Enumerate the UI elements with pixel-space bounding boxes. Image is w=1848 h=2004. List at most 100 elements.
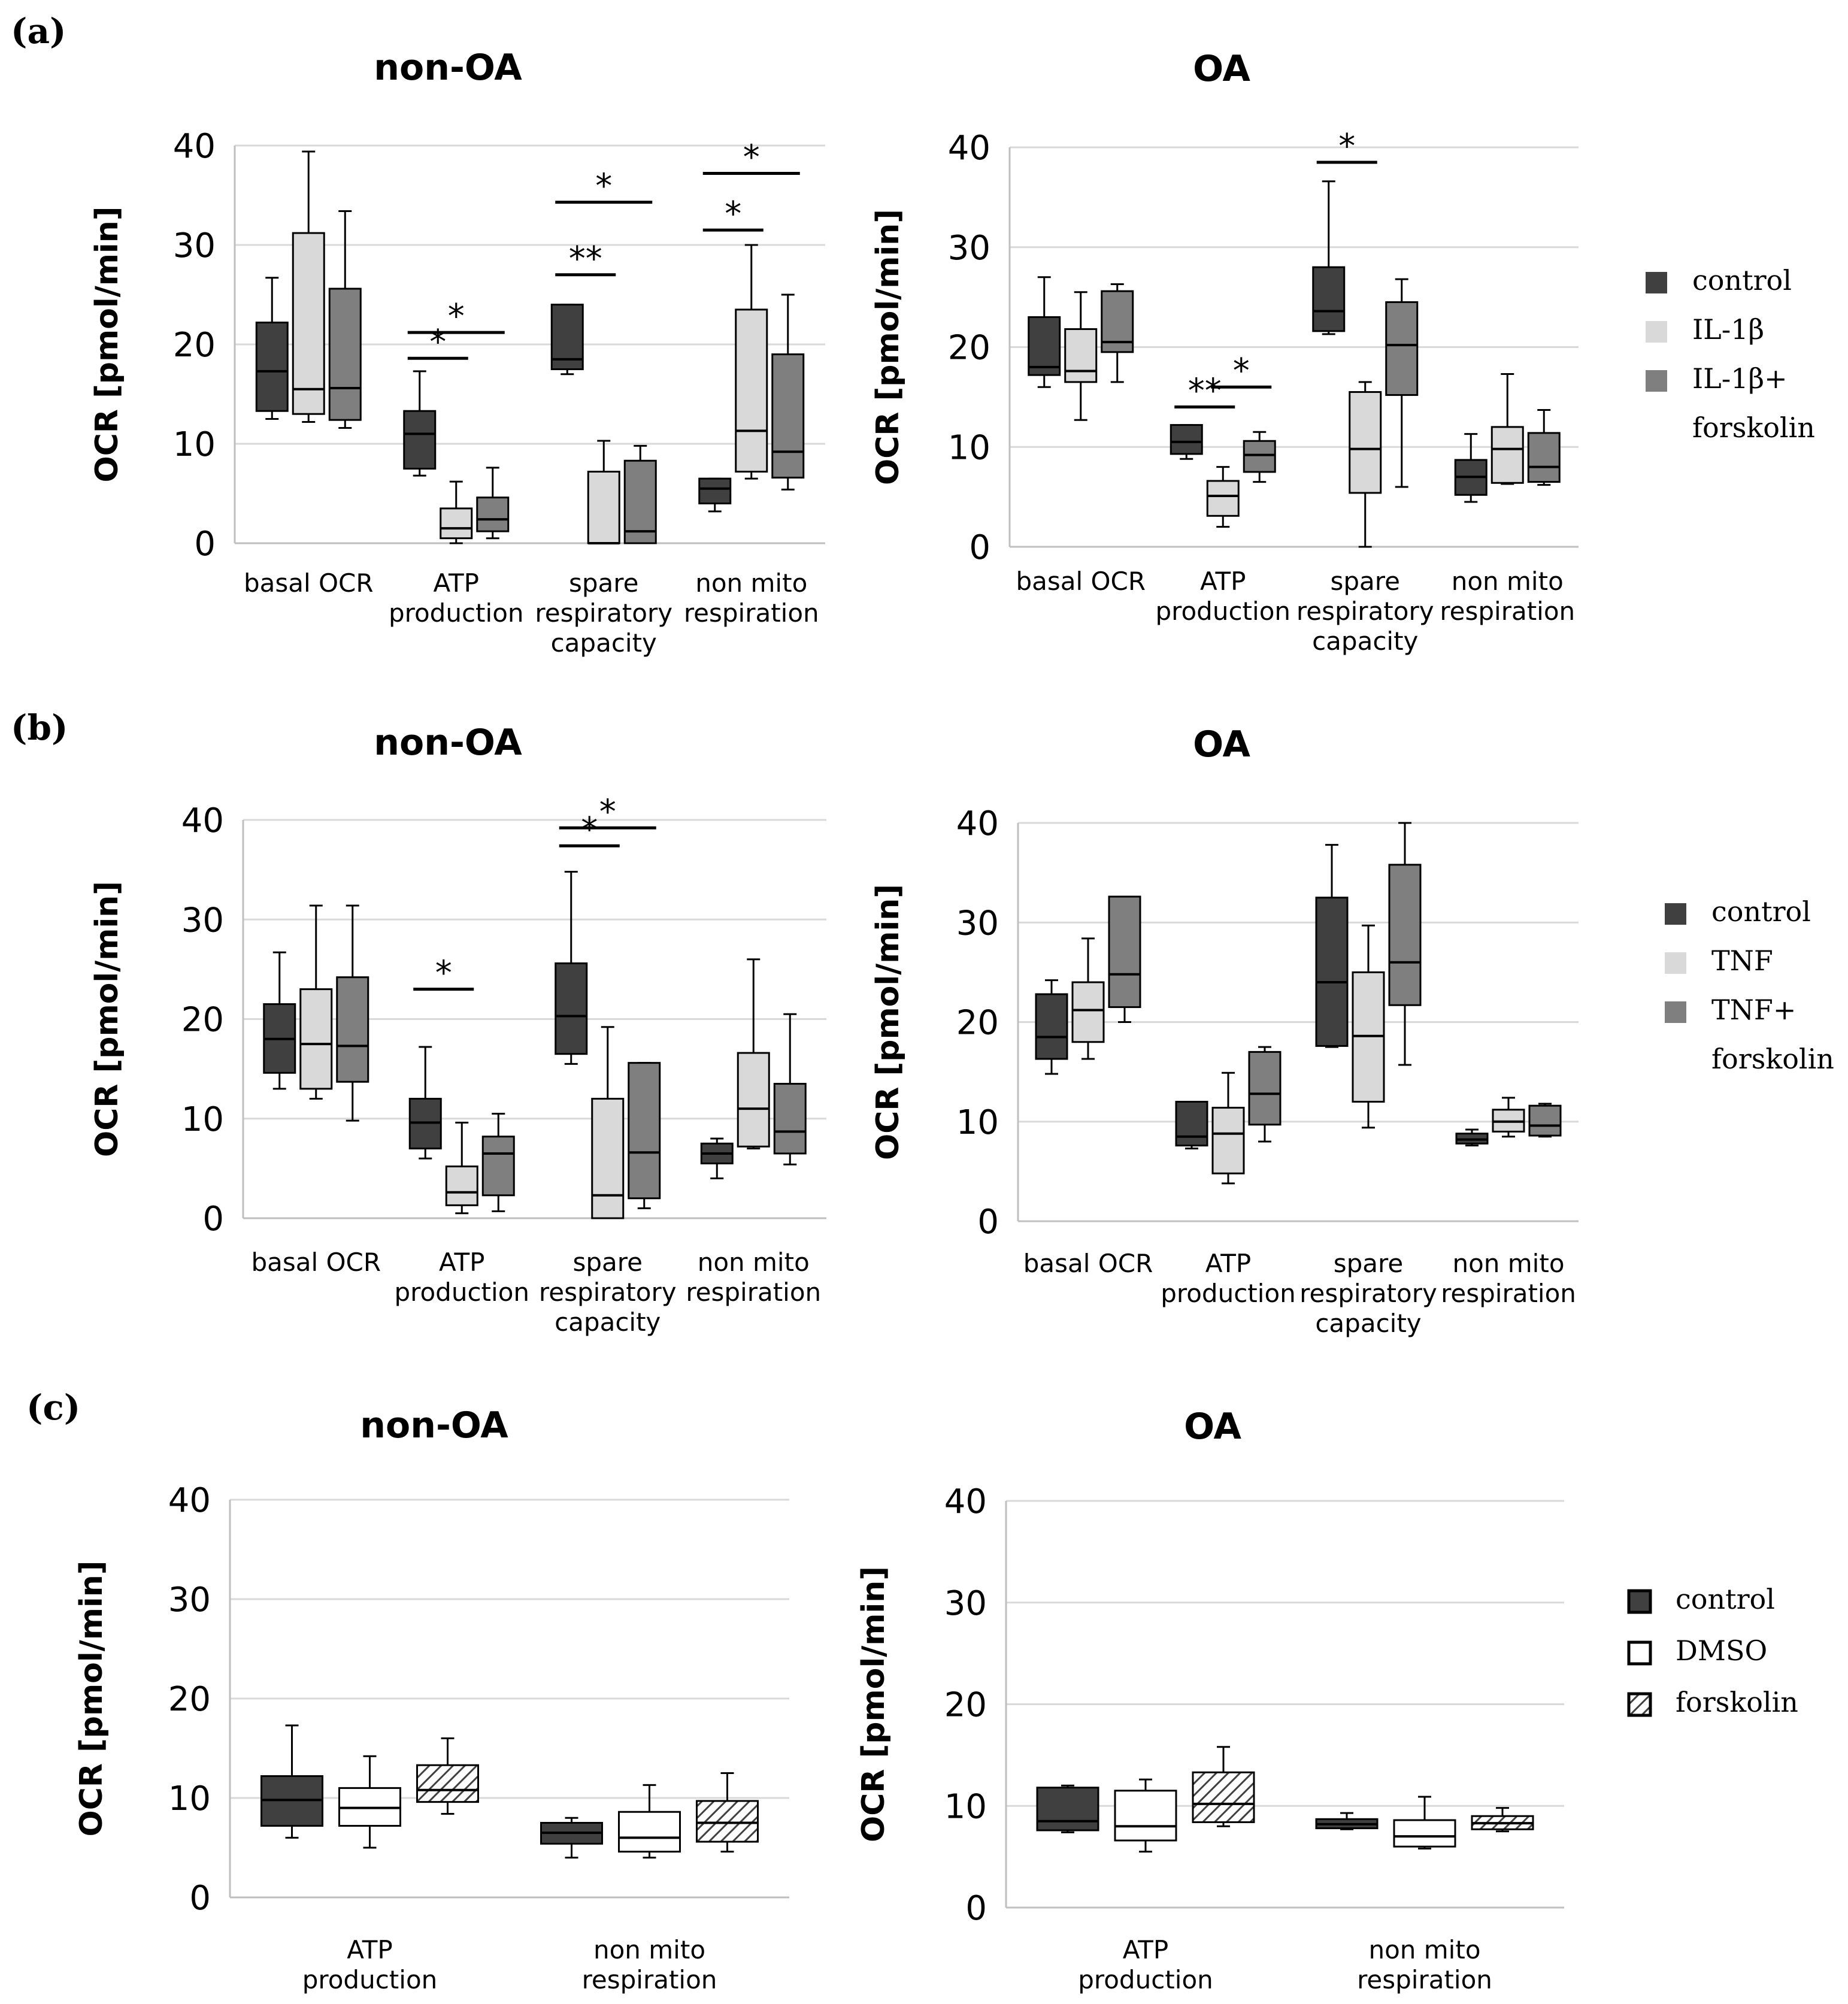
chart-title: OA <box>1193 724 1250 765</box>
box-control <box>408 1046 442 1160</box>
y-axis-label: OCR [pmol/min] <box>74 1560 110 1836</box>
box-control <box>1036 1784 1099 1833</box>
significance-marker: * <box>435 954 452 993</box>
box-tnf-forskolin <box>773 1013 807 1166</box>
box-dmso <box>1114 1778 1177 1853</box>
box-dmso <box>1393 1796 1456 1850</box>
panel-label-b: (b) <box>11 707 68 748</box>
legend-swatch <box>1627 1640 1652 1666</box>
y-tick-label: 20 <box>168 1680 211 1719</box>
x-category-label-line: respiration <box>684 598 819 628</box>
legend-swatch <box>1646 370 1667 392</box>
box-iqr <box>1248 1051 1282 1126</box>
x-category-label-line: respiration <box>1441 1279 1576 1308</box>
box-iqr <box>1243 440 1276 473</box>
chart-title: OA <box>1193 48 1250 90</box>
x-category-label-line: respiration <box>1357 1965 1492 1994</box>
x-category-label-line: production <box>1155 597 1290 626</box>
x-category-label-line: respiration <box>686 1278 821 1307</box>
x-category-label-line: non mito <box>695 568 807 598</box>
box-il-1-forskolin <box>476 467 510 540</box>
box-control <box>403 370 437 477</box>
box-iqr <box>1527 432 1561 483</box>
legend-swatch <box>1646 272 1667 293</box>
x-category-label: non mito respiration <box>686 1248 821 1307</box>
x-category-label: basal OCR <box>1023 1249 1153 1278</box>
box-tnf-forskolin <box>1528 1103 1562 1138</box>
box-iqr <box>771 353 805 479</box>
significance-marker: * <box>1338 127 1355 166</box>
box-control <box>260 1724 323 1839</box>
chart-c-oa: OA 0 10 20 30 40 OCR [pmol/min] ATP production no… <box>856 1406 1564 1994</box>
box-iqr <box>1108 895 1141 1009</box>
box-control <box>1312 180 1346 335</box>
box-tnf <box>1211 1071 1245 1185</box>
x-category-label-line: production <box>1161 1279 1296 1308</box>
x-category-label: spare respiratory capacity <box>1296 567 1434 656</box>
chart-title: non-OA <box>374 47 522 89</box>
box-iqr <box>1211 1106 1245 1174</box>
panel-label-a: (a) <box>11 11 66 52</box>
box-iqr <box>416 1764 479 1803</box>
box-iqr <box>1315 897 1349 1047</box>
box-forskolin <box>416 1737 479 1815</box>
y-tick-label: 0 <box>189 1879 211 1918</box>
legend-swatch <box>1627 1692 1652 1717</box>
box-iqr <box>698 477 732 505</box>
box-il-1- <box>440 480 473 544</box>
box-dmso <box>618 1784 681 1859</box>
x-category-label-line: basal OCR <box>1016 567 1146 596</box>
x-category-label: basal OCR <box>244 568 374 598</box>
y-tick-label: 20 <box>173 326 216 365</box>
x-category-label-line: ATP <box>434 568 479 598</box>
legend-swatch <box>1627 1589 1652 1614</box>
y-tick-label: 10 <box>168 1779 211 1818</box>
box-iqr <box>292 232 325 415</box>
legend-label: TNF+ <box>1711 994 1796 1026</box>
box-iqr <box>445 1166 478 1206</box>
x-category-label: basal OCR <box>1016 567 1146 596</box>
box-iqr <box>1036 1787 1099 1832</box>
y-tick-label: 30 <box>168 1581 211 1619</box>
x-category-label-line: respiratory <box>1299 1279 1437 1308</box>
legend-a: control IL-1β IL-1β+ forskolin <box>1646 264 1815 444</box>
box-forskolin <box>696 1772 759 1853</box>
box-il-1- <box>1206 466 1240 528</box>
box-control <box>1455 1128 1489 1147</box>
box-forskolin <box>1192 1746 1255 1827</box>
legend-swatch <box>1665 1001 1686 1023</box>
x-category-label: spare respiratory capacity <box>1299 1249 1437 1338</box>
box-tnf-forskolin <box>336 904 369 1122</box>
x-category-label: basal OCR <box>251 1248 381 1277</box>
box-iqr <box>1114 1790 1177 1842</box>
significance-marker: * <box>595 167 612 206</box>
legend-c: control DMSO forskolin <box>1627 1583 1798 1718</box>
box-il-1- <box>1490 373 1524 485</box>
chart-title: non-OA <box>360 1404 508 1446</box>
chart-a-oa: OA 0 10 20 30 40 OCR [pmol/min] basal OCR ATP pro… <box>870 48 1579 656</box>
box-iqr <box>587 470 620 544</box>
box-iqr <box>1385 301 1419 396</box>
x-category-label-line: ATP <box>1123 1935 1168 1964</box>
box-tnf-forskolin <box>628 1062 661 1209</box>
x-category-label-line: production <box>394 1278 529 1307</box>
legend-swatch <box>1665 952 1686 974</box>
box-control <box>1028 276 1061 388</box>
significance-marker: * <box>1233 352 1250 390</box>
box-iqr <box>555 962 588 1055</box>
box-iqr <box>1528 1104 1562 1137</box>
legend-label: forskolin <box>1711 1043 1834 1075</box>
legend-b: control TNF TNF+ forskolin <box>1665 895 1834 1075</box>
x-category-label-line: respiration <box>1440 597 1575 626</box>
legend-label: DMSO <box>1676 1634 1767 1667</box>
box-iqr <box>1312 266 1346 332</box>
x-category-label-line: spare <box>573 1248 643 1277</box>
box-iqr <box>440 507 473 540</box>
box-tnf <box>737 958 770 1150</box>
x-category-label-line: ATP <box>347 1935 392 1964</box>
x-category-label-line: non mito <box>593 1935 705 1964</box>
significance-marker: * <box>448 297 465 336</box>
y-axis-label: OCR [pmol/min] <box>89 881 125 1157</box>
box-il-1- <box>587 440 620 544</box>
y-tick-label: 30 <box>173 226 216 265</box>
